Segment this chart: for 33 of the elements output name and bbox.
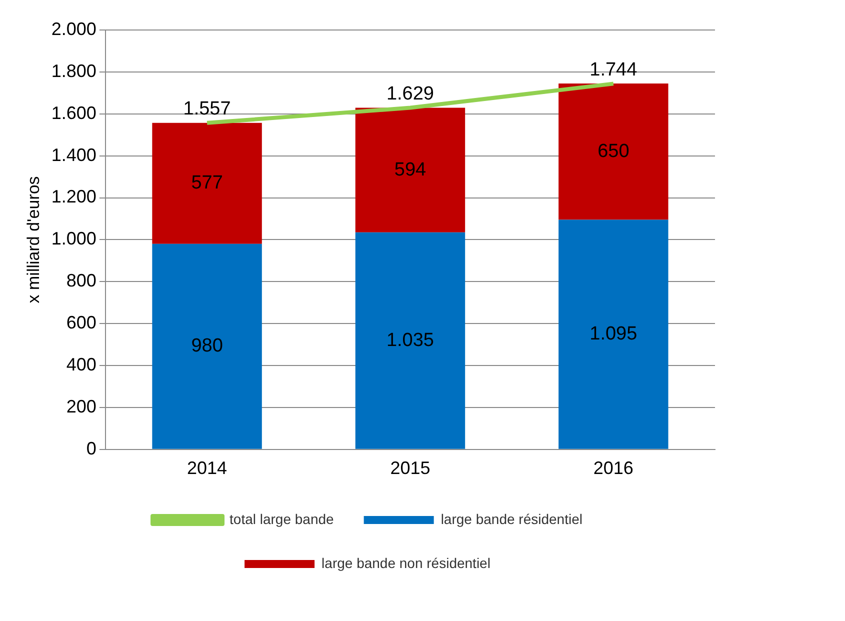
- y-tick-label: 2.000: [51, 18, 96, 39]
- y-tick-label: 1.600: [51, 102, 96, 123]
- y-axis-title: x milliard d'euros: [24, 176, 43, 304]
- legend-label: large bande résidentiel: [440, 510, 582, 527]
- data-label: 1.095: [590, 324, 638, 345]
- legend-label: total large bande: [230, 510, 334, 527]
- data-label: 1.629: [386, 84, 434, 105]
- data-label: 1.557: [183, 98, 231, 120]
- bar: [355, 108, 466, 232]
- y-tick-label: 1.000: [51, 228, 96, 249]
- data-label: 980: [191, 336, 223, 357]
- y-tick-label: 1.800: [51, 60, 96, 81]
- y-tick-label: 600: [66, 312, 96, 333]
- legend-label: large bande non résidentiel: [322, 554, 490, 571]
- x-tick-label: 2014: [187, 458, 228, 478]
- bar: [558, 220, 668, 449]
- data-label: 577: [191, 172, 223, 194]
- bar: [152, 244, 262, 449]
- y-tick-label: 0: [86, 438, 96, 458]
- y-tick-label: 1.400: [51, 144, 96, 165]
- data-label: 1.035: [386, 330, 434, 351]
- y-tick-label: 400: [66, 354, 96, 374]
- x-tick-label: 2016: [593, 458, 634, 478]
- x-tick-label: 2015: [390, 458, 430, 478]
- y-tick-label: 800: [66, 270, 96, 291]
- bar: [152, 122, 262, 244]
- bar: [558, 83, 668, 220]
- bar: [355, 232, 466, 449]
- data-label: 650: [598, 140, 630, 162]
- data-label: 594: [394, 159, 427, 180]
- y-tick-label: 200: [66, 396, 96, 416]
- y-tick-label: 1.200: [51, 186, 96, 207]
- data-label: 1.744: [590, 59, 638, 80]
